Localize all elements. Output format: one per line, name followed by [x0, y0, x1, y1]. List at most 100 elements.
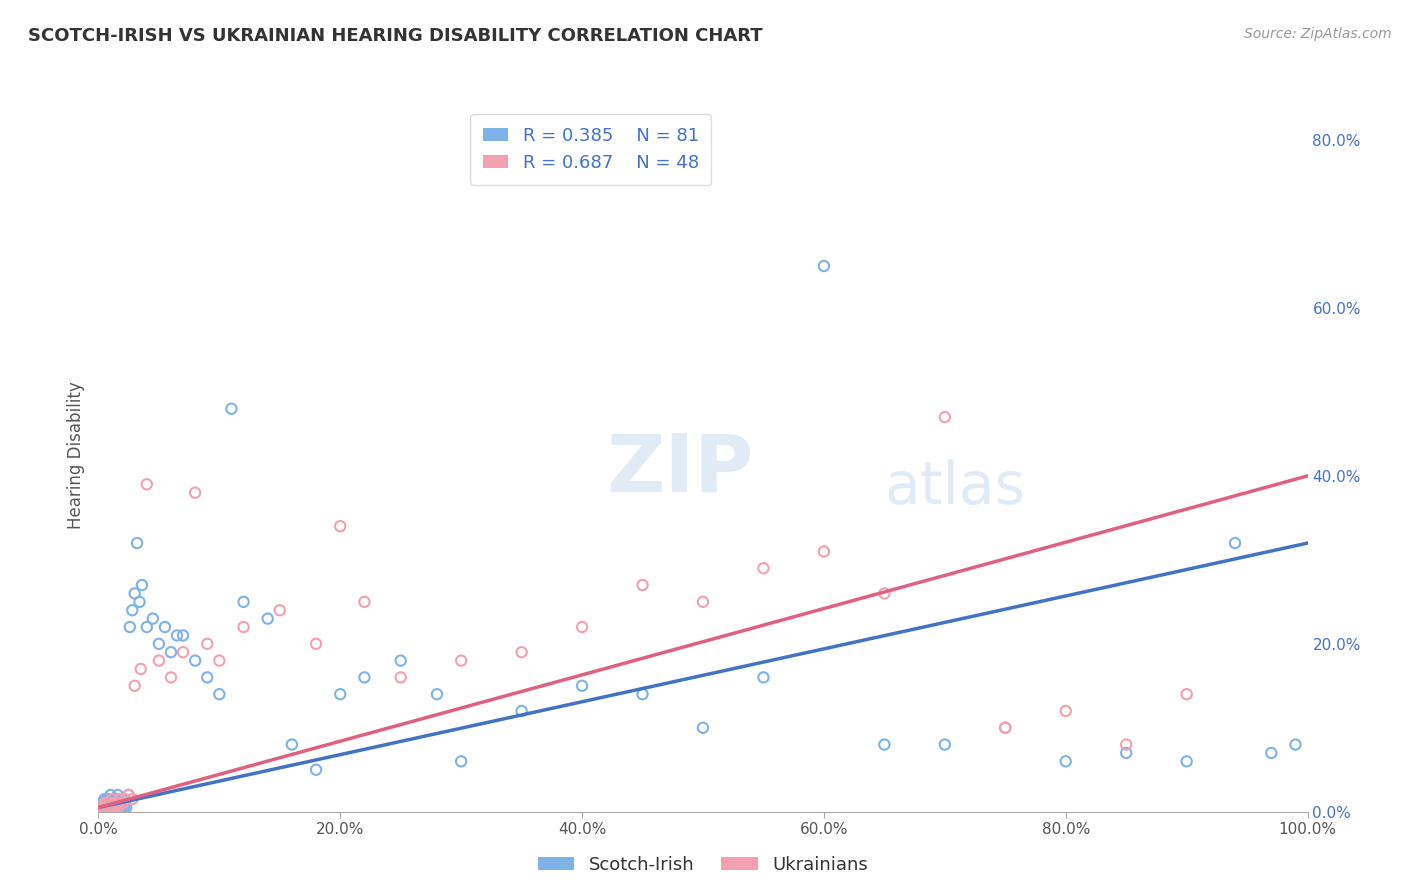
Point: [127, 536, 149, 550]
Point: [96, 800, 118, 814]
Text: ZIP: ZIP: [606, 430, 754, 508]
Point: [111, 797, 134, 811]
Point: [97, 800, 120, 814]
Point: [107, 800, 129, 814]
Point: [353, 670, 375, 684]
Point: [1054, 704, 1077, 718]
Point: [934, 410, 956, 425]
Point: [1223, 536, 1246, 550]
Point: [111, 792, 134, 806]
Text: SCOTCH-IRISH VS UKRAINIAN HEARING DISABILITY CORRELATION CHART: SCOTCH-IRISH VS UKRAINIAN HEARING DISABI…: [28, 27, 762, 45]
Point: [96, 797, 118, 811]
Point: [450, 654, 472, 668]
Point: [93, 797, 115, 811]
Point: [692, 595, 714, 609]
Point: [172, 628, 194, 642]
Point: [124, 679, 146, 693]
Point: [91, 800, 114, 814]
Point: [91, 800, 114, 814]
Point: [93, 792, 115, 806]
Point: [101, 800, 124, 814]
Point: [631, 687, 654, 701]
Point: [305, 763, 328, 777]
Point: [93, 797, 115, 811]
Point: [166, 628, 188, 642]
Point: [148, 654, 170, 668]
Point: [131, 578, 153, 592]
Point: [118, 788, 141, 802]
Point: [100, 800, 122, 814]
Point: [93, 800, 115, 814]
Point: [160, 645, 183, 659]
Point: [153, 620, 176, 634]
Point: [1115, 746, 1137, 760]
Point: [103, 797, 125, 811]
Point: [124, 586, 146, 600]
Point: [118, 620, 141, 634]
Legend: Scotch-Irish, Ukrainians: Scotch-Irish, Ukrainians: [531, 849, 875, 881]
Point: [98, 800, 121, 814]
Point: [105, 797, 128, 811]
Point: [510, 704, 533, 718]
Point: [184, 654, 207, 668]
Point: [353, 595, 375, 609]
Point: [100, 800, 122, 814]
Point: [1260, 746, 1282, 760]
Point: [994, 721, 1017, 735]
Point: [450, 755, 472, 769]
Point: [104, 792, 127, 806]
Point: [1284, 738, 1306, 752]
Point: [221, 401, 243, 416]
Point: [208, 654, 231, 668]
Point: [118, 788, 141, 802]
Point: [91, 797, 114, 811]
Point: [97, 800, 120, 814]
Point: [135, 477, 157, 491]
Point: [91, 797, 114, 811]
Point: [90, 800, 112, 814]
Point: [97, 797, 120, 811]
Text: Source: ZipAtlas.com: Source: ZipAtlas.com: [1244, 27, 1392, 41]
Point: [195, 637, 218, 651]
Point: [121, 603, 143, 617]
Point: [142, 612, 165, 626]
Point: [172, 645, 194, 659]
Point: [1175, 687, 1198, 701]
Point: [994, 721, 1017, 735]
Point: [104, 800, 127, 814]
Point: [813, 544, 835, 558]
Point: [510, 645, 533, 659]
Point: [94, 797, 117, 811]
Point: [91, 800, 114, 814]
Point: [692, 721, 714, 735]
Point: [94, 800, 117, 814]
Point: [108, 792, 131, 806]
Point: [129, 662, 152, 676]
Point: [105, 797, 128, 811]
Point: [114, 797, 136, 811]
Point: [91, 800, 114, 814]
Point: [100, 797, 122, 811]
Point: [90, 800, 112, 814]
Point: [108, 792, 131, 806]
Point: [114, 792, 136, 806]
Point: [105, 800, 128, 814]
Point: [112, 800, 135, 814]
Point: [1054, 755, 1077, 769]
Point: [100, 792, 122, 806]
Point: [813, 259, 835, 273]
Point: [96, 792, 118, 806]
Point: [934, 738, 956, 752]
Point: [104, 800, 127, 814]
Point: [128, 595, 150, 609]
Point: [100, 792, 122, 806]
Point: [103, 800, 125, 814]
Point: [329, 687, 352, 701]
Text: atlas: atlas: [884, 458, 1025, 516]
Point: [135, 620, 157, 634]
Point: [752, 561, 775, 575]
Point: [232, 620, 254, 634]
Point: [108, 800, 131, 814]
Point: [1115, 738, 1137, 752]
Point: [184, 485, 207, 500]
